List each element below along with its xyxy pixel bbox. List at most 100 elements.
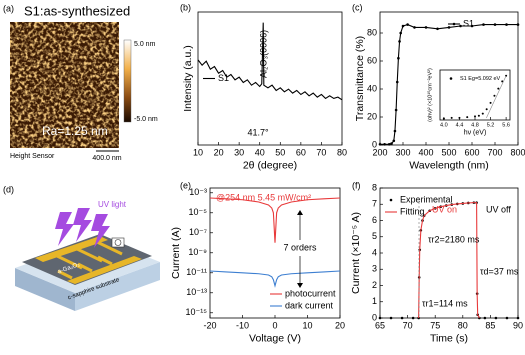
- data-point: [482, 23, 485, 26]
- legend-label: Fitting: [400, 206, 425, 216]
- meter-dial: [114, 239, 122, 246]
- light-label: UV light: [98, 200, 127, 209]
- x-tick-label: 30: [234, 147, 244, 157]
- y-axis-label: Intensity (a.u.): [182, 45, 194, 112]
- x-tick-label: 85: [485, 320, 495, 330]
- annotation: UV on: [432, 204, 457, 214]
- y-tick-label: 2: [372, 280, 377, 290]
- panel-label: (a): [3, 3, 14, 13]
- y-tick-label: 20: [367, 111, 377, 121]
- data-point: [401, 24, 405, 28]
- x-tick-label: 80: [458, 320, 468, 330]
- sensor: Height Sensor: [10, 153, 55, 160]
- data-point: [483, 316, 487, 320]
- panel-a: (a) S1:as-synthesized Ra=1.25 nm 5.0 nm …: [3, 3, 158, 161]
- data-point: [399, 31, 403, 35]
- x-tick-label: 10: [193, 147, 203, 157]
- x-tick-label: 40: [255, 147, 265, 157]
- x-tick-label: 20: [335, 320, 345, 330]
- data-point: [458, 116, 461, 119]
- panel-d: (d) UV light a-Ga₂O₃ c-sapphire substrat…: [3, 184, 160, 311]
- data-point: [411, 316, 415, 320]
- data-point: [383, 143, 386, 146]
- x-tick-label: 65: [375, 320, 385, 330]
- x-tick-label: 50: [275, 147, 285, 157]
- data-point: [516, 23, 520, 26]
- data-point: [459, 24, 462, 28]
- data-point: [413, 26, 416, 29]
- y-axis-label: (αhν)² (×10¹⁰cm⁻²eV²): [426, 68, 433, 122]
- y-tick-label: 8: [372, 182, 377, 192]
- x-tick-label: 800: [510, 147, 525, 157]
- series-line: [418, 202, 480, 319]
- y-tick-label: 5: [372, 231, 377, 241]
- y-tick-label: 7: [372, 199, 377, 209]
- y-tick-label: 3: [372, 264, 377, 274]
- legend-label: S1: [218, 73, 229, 83]
- annotation: τd=37 ms: [480, 266, 519, 276]
- substrate-side: [75, 262, 160, 311]
- x-tick-label: 300: [395, 147, 410, 157]
- x-tick-label: 200: [372, 147, 387, 157]
- data-point: [474, 115, 476, 118]
- data-point: [497, 87, 500, 90]
- legend-marker: [449, 77, 453, 80]
- legend-marker: [389, 198, 393, 202]
- legend-label: S1: [463, 18, 474, 28]
- data-point: [436, 27, 439, 31]
- data-point: [494, 316, 498, 320]
- annotation: τr2=2180 ms: [428, 234, 480, 244]
- data-point: [392, 139, 396, 143]
- data-point: [477, 114, 480, 117]
- colorbar-min: -5.0 nm: [134, 116, 158, 123]
- data-point: [516, 316, 520, 320]
- annotation: 41.7°: [247, 127, 269, 137]
- roughness: Ra=1.25 nm: [42, 124, 108, 138]
- series-line: [197, 22, 343, 101]
- x-tick-label: 5.2: [487, 122, 495, 128]
- plot-frame: [209, 187, 341, 319]
- series-line: [209, 270, 341, 288]
- data-point: [505, 316, 509, 320]
- inset-chart: 4.0 4.4 4.8 5.2 5.6 hν (eV) (αhν)² (×10¹⁰cm⁻²e…: [426, 68, 511, 136]
- meter: [111, 237, 125, 248]
- legend-label: S1 Eg=5.092 eV: [460, 76, 501, 82]
- data-point: [481, 112, 484, 115]
- data-point: [398, 40, 401, 43]
- data-point: [447, 26, 451, 29]
- y-tick-label: 10⁻¹¹: [186, 267, 207, 277]
- x-tick-label: 75: [430, 320, 440, 330]
- uv-bolts: [55, 208, 110, 248]
- x-axis-label: hν (eV): [464, 129, 487, 136]
- y-tick-label: 10⁻⁹: [188, 247, 207, 257]
- y-tick-label: 0: [372, 312, 377, 322]
- x-tick-label: 5.6: [502, 122, 510, 128]
- x-tick-label: 4.4: [456, 122, 464, 128]
- data-point: [387, 143, 391, 146]
- x-tick-label: 600: [464, 147, 479, 157]
- y-tick-label: 10⁻⁵: [189, 207, 208, 217]
- data-point: [493, 23, 497, 26]
- data-point: [395, 80, 399, 84]
- y-tick-label: 80: [367, 27, 377, 37]
- scale-bar-label: 400.0 nm: [92, 155, 121, 162]
- fit-line: [486, 75, 507, 119]
- afm-texture: [10, 22, 119, 148]
- x-tick-label: 4.0: [440, 122, 448, 128]
- data-point: [470, 24, 474, 28]
- panel-label: (c): [352, 2, 363, 12]
- data-point: [378, 143, 382, 146]
- x-tick-label: 90: [513, 320, 523, 330]
- y-tick-label: 10⁻¹³: [186, 287, 207, 297]
- x-tick-label: 60: [296, 147, 306, 157]
- y-tick-label: 10⁻⁷: [189, 227, 207, 237]
- data-point: [485, 108, 488, 111]
- electrode-fingers: [54, 239, 123, 280]
- panel-label: (b): [180, 2, 191, 12]
- x-axis-label: Voltage (V): [249, 332, 301, 344]
- data-point: [378, 316, 382, 320]
- x-tick-label: 80: [337, 147, 347, 157]
- annotation: τr1=114 ms: [422, 298, 468, 308]
- annotation: 7 orders: [283, 242, 317, 252]
